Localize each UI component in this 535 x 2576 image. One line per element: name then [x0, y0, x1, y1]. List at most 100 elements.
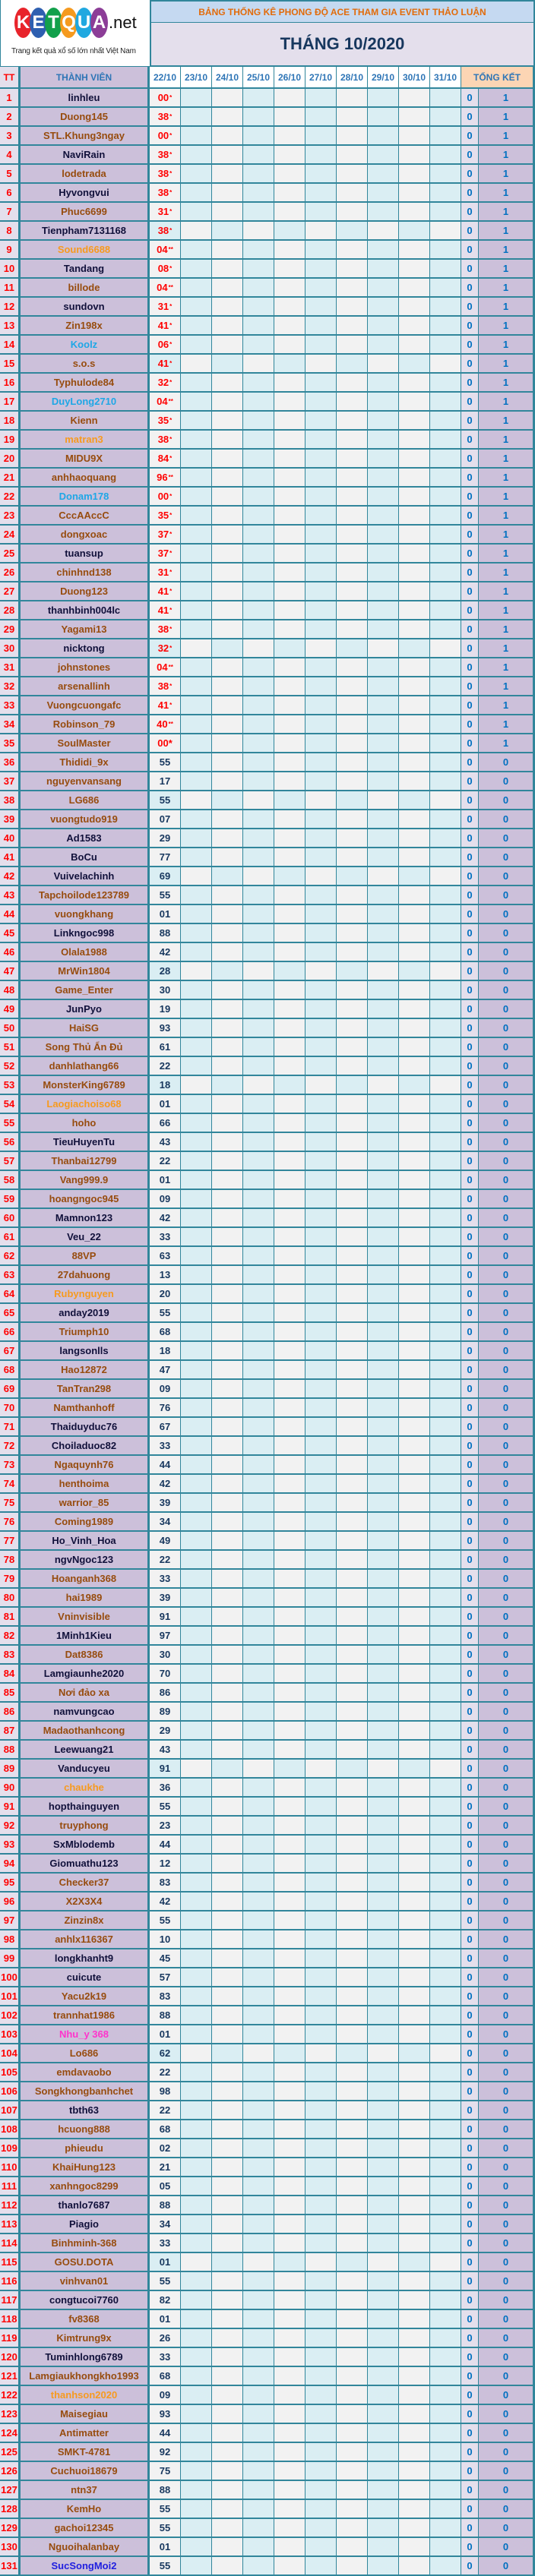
day-cell[interactable] — [181, 1760, 212, 1777]
day-cell[interactable] — [399, 526, 430, 543]
day-cell[interactable] — [212, 469, 243, 486]
day-cell[interactable] — [337, 1703, 368, 1720]
day-cell[interactable] — [243, 184, 274, 201]
member-name[interactable]: CccAAccC — [21, 507, 150, 524]
day-cell[interactable] — [399, 2139, 430, 2157]
day-cell[interactable] — [368, 450, 399, 467]
day-cell[interactable] — [181, 715, 212, 733]
day-cell[interactable] — [243, 393, 274, 410]
day-cell[interactable] — [274, 1190, 305, 1208]
day-cell[interactable] — [399, 2120, 430, 2138]
day-cell[interactable] — [305, 450, 337, 467]
day-cell[interactable] — [274, 1133, 305, 1151]
day-cell[interactable] — [305, 1798, 337, 1815]
day-cell[interactable] — [243, 1456, 274, 1473]
day-cell[interactable] — [337, 791, 368, 809]
day-cell[interactable] — [181, 2329, 212, 2347]
day-cell[interactable] — [305, 488, 337, 505]
day-cell[interactable] — [368, 1911, 399, 1929]
day-cell[interactable] — [212, 2538, 243, 2555]
day-cell[interactable] — [399, 450, 430, 467]
day-cell[interactable] — [368, 469, 399, 486]
day-cell[interactable] — [430, 355, 461, 372]
day-cell[interactable] — [337, 1266, 368, 1283]
day-cell[interactable] — [430, 1551, 461, 1568]
day-cell[interactable] — [274, 1760, 305, 1777]
day-cell[interactable] — [212, 2367, 243, 2385]
day-cell[interactable] — [368, 1152, 399, 1170]
day-cell[interactable] — [399, 2462, 430, 2480]
day-cell[interactable] — [243, 241, 274, 258]
day-cell[interactable] — [368, 1133, 399, 1151]
day-cell[interactable] — [305, 2538, 337, 2555]
day-cell[interactable] — [337, 867, 368, 885]
day-cell[interactable] — [181, 1513, 212, 1530]
day-cell[interactable] — [305, 981, 337, 999]
day-cell[interactable]: 88 — [150, 2196, 181, 2214]
day-cell[interactable] — [305, 1114, 337, 1132]
day-cell[interactable] — [212, 1949, 243, 1967]
day-cell[interactable] — [337, 1646, 368, 1663]
day-cell[interactable] — [305, 1893, 337, 1910]
day-cell[interactable]: 22 — [150, 1057, 181, 1075]
day-cell[interactable] — [212, 810, 243, 828]
day-cell[interactable] — [368, 734, 399, 752]
day-cell[interactable] — [430, 2101, 461, 2119]
day-cell[interactable] — [212, 1911, 243, 1929]
day-cell[interactable] — [368, 905, 399, 923]
member-name[interactable]: hai1989 — [21, 1589, 150, 1606]
day-cell[interactable] — [368, 2272, 399, 2290]
member-name[interactable]: anday2019 — [21, 1304, 150, 1321]
day-cell[interactable] — [305, 886, 337, 904]
day-cell[interactable] — [399, 241, 430, 258]
day-cell[interactable] — [399, 355, 430, 372]
day-cell[interactable] — [181, 488, 212, 505]
day-cell[interactable] — [212, 89, 243, 106]
day-cell[interactable] — [337, 222, 368, 239]
day-cell[interactable] — [430, 1779, 461, 1796]
day-cell[interactable]: 33 — [150, 2234, 181, 2252]
member-name[interactable]: namvungcao — [21, 1703, 150, 1720]
day-cell[interactable] — [368, 2082, 399, 2100]
day-cell[interactable] — [274, 2253, 305, 2271]
day-cell[interactable] — [430, 1646, 461, 1663]
day-cell[interactable] — [368, 2557, 399, 2574]
day-cell[interactable] — [430, 2462, 461, 2480]
day-cell[interactable] — [368, 1323, 399, 1340]
day-cell[interactable] — [243, 2443, 274, 2461]
day-cell[interactable] — [337, 1247, 368, 1264]
day-cell[interactable]: 41 * — [150, 355, 181, 372]
day-cell[interactable] — [274, 2120, 305, 2138]
member-name[interactable]: Tuminhlong6789 — [21, 2348, 150, 2366]
day-cell[interactable] — [337, 1855, 368, 1872]
day-cell[interactable] — [399, 1361, 430, 1378]
day-cell[interactable] — [181, 2386, 212, 2404]
day-cell[interactable] — [368, 2348, 399, 2366]
day-cell[interactable] — [305, 1532, 337, 1549]
day-cell[interactable] — [430, 488, 461, 505]
member-name[interactable]: Nguoihalanbay — [21, 2538, 150, 2555]
day-cell[interactable] — [274, 1076, 305, 1094]
day-cell[interactable] — [337, 1874, 368, 1891]
day-cell[interactable] — [430, 2291, 461, 2309]
day-cell[interactable] — [430, 2424, 461, 2442]
day-cell[interactable] — [212, 1095, 243, 1113]
day-cell[interactable] — [181, 2082, 212, 2100]
day-cell[interactable] — [243, 1836, 274, 1853]
member-name[interactable]: fv8368 — [21, 2310, 150, 2328]
day-cell[interactable]: 09 — [150, 1190, 181, 1208]
day-cell[interactable] — [337, 1911, 368, 1929]
day-cell[interactable] — [430, 1475, 461, 1492]
day-cell[interactable] — [181, 89, 212, 106]
day-cell[interactable] — [368, 355, 399, 372]
day-cell[interactable] — [430, 1836, 461, 1853]
day-cell[interactable] — [368, 1209, 399, 1226]
day-cell[interactable] — [399, 2025, 430, 2043]
day-cell[interactable] — [212, 1133, 243, 1151]
day-cell[interactable] — [337, 1684, 368, 1701]
day-cell[interactable] — [243, 2177, 274, 2195]
day-cell[interactable] — [368, 2196, 399, 2214]
day-cell[interactable] — [243, 469, 274, 486]
day-cell[interactable] — [430, 867, 461, 885]
day-cell[interactable] — [274, 488, 305, 505]
